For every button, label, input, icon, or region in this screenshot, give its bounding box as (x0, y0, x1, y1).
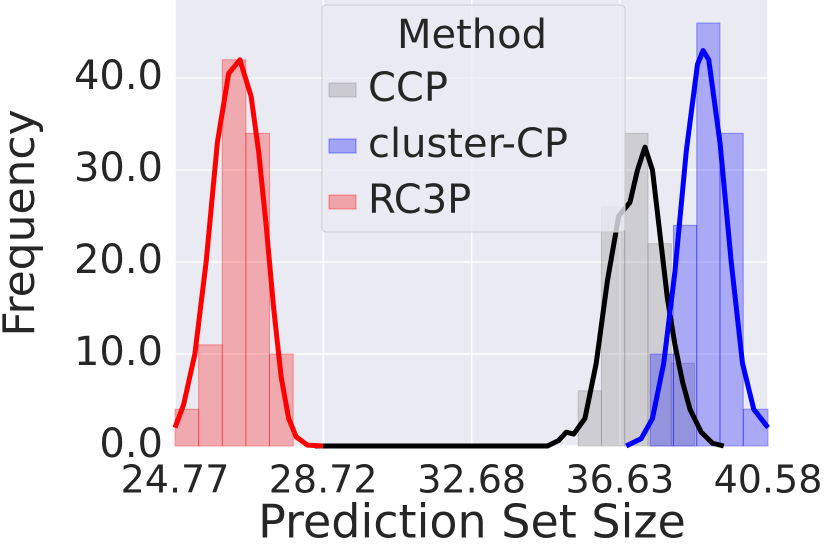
histogram-bar (696, 22, 721, 447)
histogram-bar (245, 132, 271, 447)
x-tick-label: 32.68 (417, 458, 526, 502)
legend-swatch (328, 82, 357, 98)
legend-swatch (328, 194, 357, 210)
histogram-bar (221, 59, 247, 447)
legend: Method CCP cluster-CP RC3P (321, 4, 626, 233)
legend-label: RC3P (368, 177, 471, 223)
x-tick-label: 24.77 (121, 458, 230, 502)
y-tick-label: 40.0 (74, 53, 163, 99)
y-tick-label: 10.0 (74, 329, 163, 375)
histogram-bar (649, 353, 674, 447)
x-tick-label: 36.63 (565, 458, 674, 502)
histogram-bar (269, 353, 294, 447)
histogram-bar (198, 344, 223, 447)
legend-title: Method (397, 12, 547, 58)
histogram-bar (670, 362, 695, 447)
legend-label: CCP (368, 65, 448, 111)
y-tick-label: 30.0 (74, 145, 163, 191)
x-axis-label: Prediction Set Size (258, 495, 686, 549)
kde-line (172, 57, 324, 449)
legend-box (321, 4, 626, 233)
x-tick-label: 40.58 (714, 458, 823, 502)
legend-swatch (328, 138, 357, 154)
legend-label: cluster-CP (368, 121, 568, 167)
y-tick-label: 20.0 (74, 237, 163, 283)
kde-line (625, 48, 770, 449)
x-tick-label: 28.72 (269, 458, 378, 502)
histogram-bar (624, 132, 649, 447)
y-tick-label: 0.0 (99, 421, 163, 467)
y-axis-label: Frequency (0, 109, 45, 336)
kde-line (314, 144, 725, 449)
